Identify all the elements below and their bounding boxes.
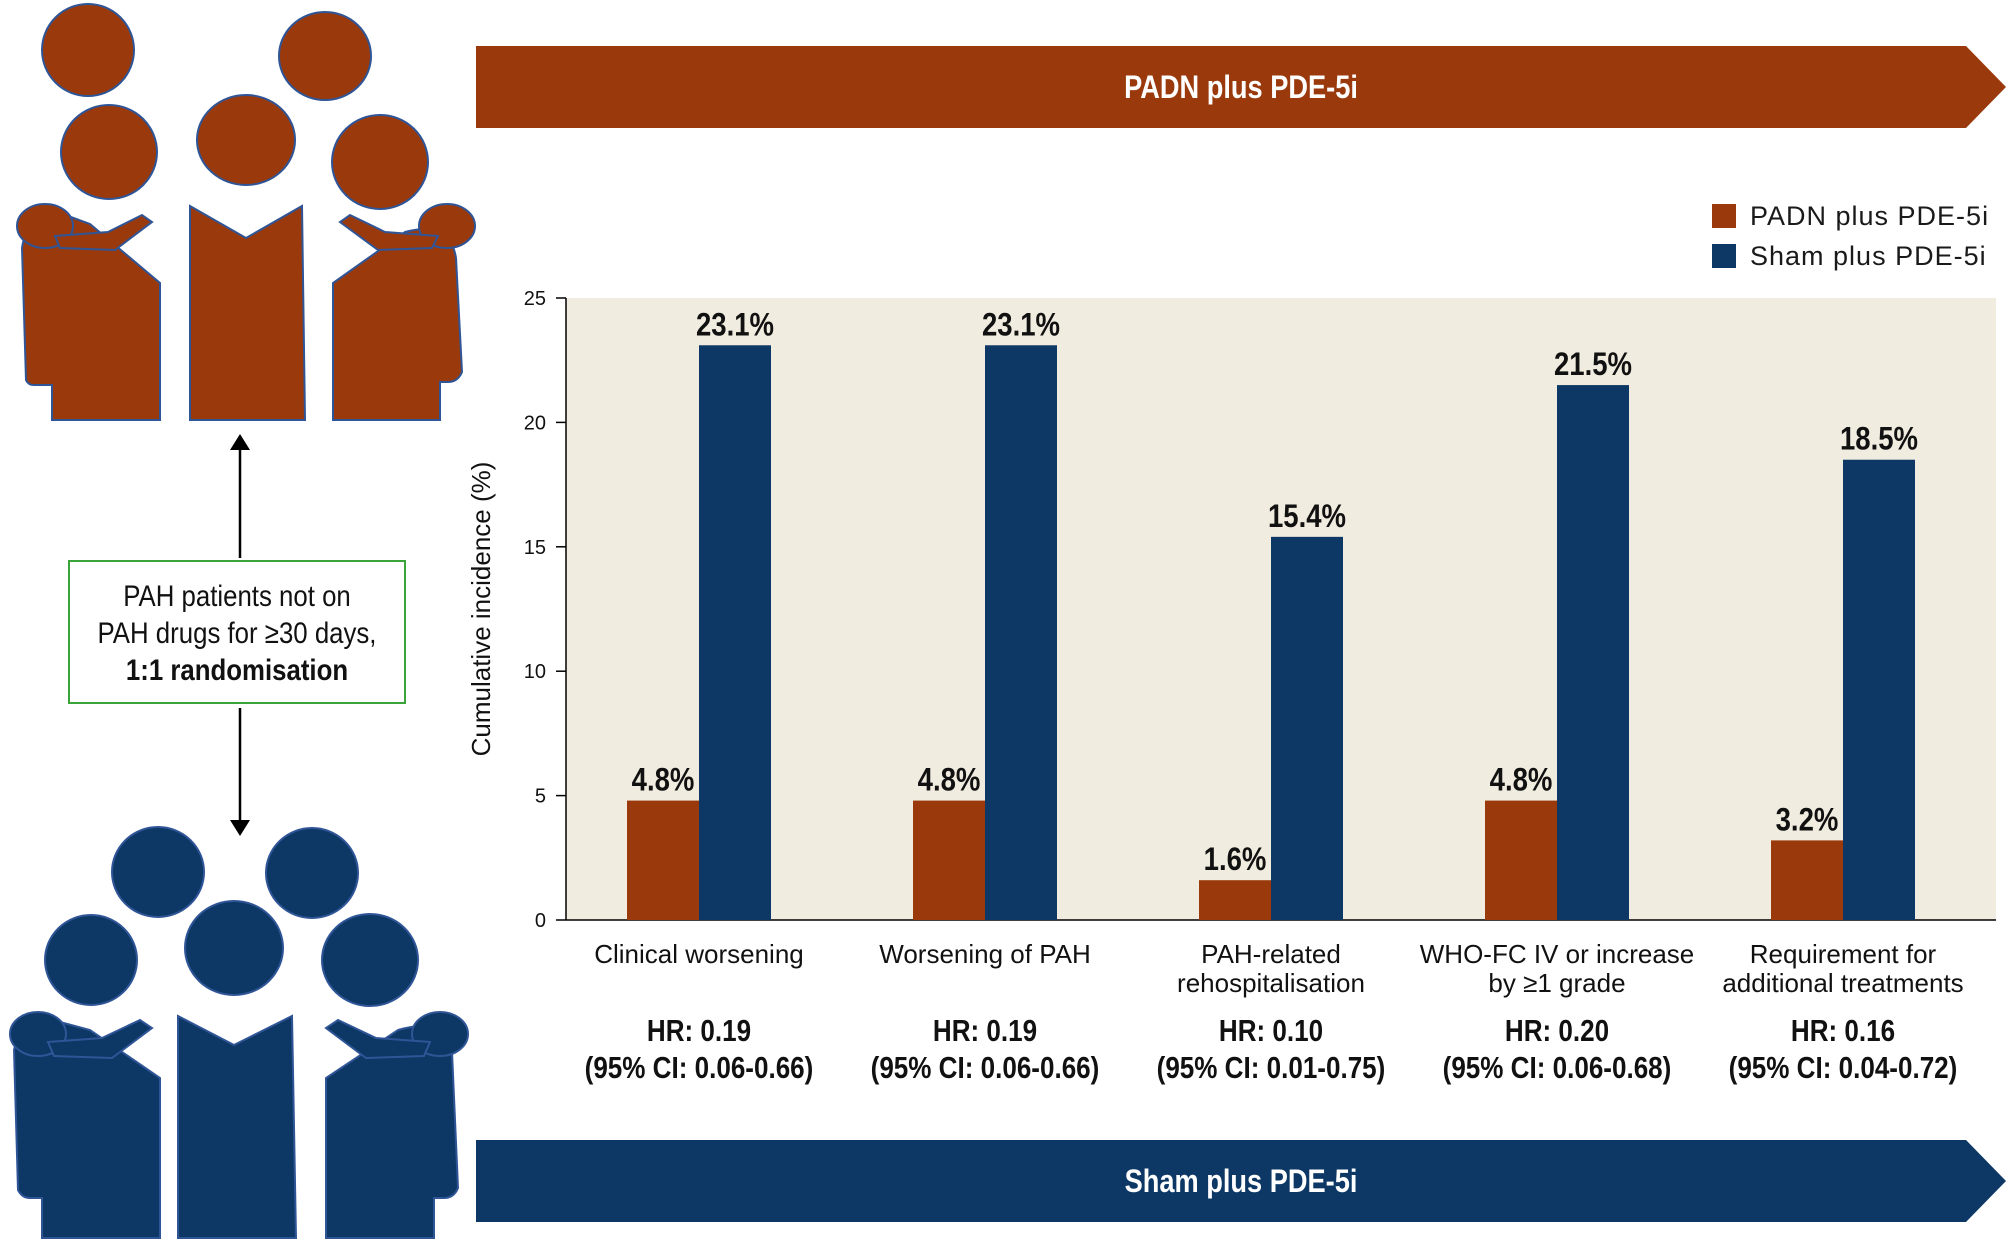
hr-value: HR: 0.16 xyxy=(1790,1013,1896,1048)
people-group-top-icon xyxy=(16,3,476,421)
legend-label-sham: Sham plus PDE-5i xyxy=(1750,240,1987,271)
x-category-label: additional treatments xyxy=(1722,968,1963,998)
bar-padn xyxy=(1771,840,1843,920)
hr-value: HR: 0.10 xyxy=(1218,1013,1324,1048)
bar-value-label: 4.8% xyxy=(1490,763,1553,798)
bar-sham xyxy=(699,345,771,921)
bottom-banner-arrow xyxy=(476,1140,2006,1222)
hr-confidence-interval: (95% CI: 0.06-0.68) xyxy=(1442,1050,1672,1085)
bar-padn xyxy=(1199,880,1271,920)
y-tick-label: 15 xyxy=(524,537,546,559)
legend-swatch-sham xyxy=(1712,244,1736,268)
info-line-3: 1:1 randomisation xyxy=(125,654,349,687)
hr-confidence-interval: (95% CI: 0.06-0.66) xyxy=(870,1050,1100,1085)
bar-value-label: 23.1% xyxy=(696,307,774,342)
bar-sham xyxy=(985,345,1057,921)
bar-sham xyxy=(1843,459,1915,920)
x-category-label: WHO-FC IV or increase xyxy=(1420,939,1695,969)
bar-value-label: 18.5% xyxy=(1840,422,1918,457)
hr-annotation: HR: 0.16 (95% CI: 0.04-0.72) xyxy=(1683,1012,2003,1086)
bar-sham xyxy=(1271,536,1343,920)
top-banner-arrow xyxy=(476,46,2006,128)
bar-padn xyxy=(1485,800,1557,920)
y-axis-title: Cumulative incidence (%) xyxy=(466,462,496,757)
bar-value-label: 21.5% xyxy=(1554,347,1632,382)
hr-value: HR: 0.19 xyxy=(932,1013,1038,1048)
legend-item-sham: Sham plus PDE-5i xyxy=(1712,236,1989,276)
hr-confidence-interval: (95% CI: 0.06-0.66) xyxy=(584,1050,814,1085)
hr-annotation: HR: 0.20 (95% CI: 0.06-0.68) xyxy=(1397,1012,1717,1086)
hr-annotation: HR: 0.19 (95% CI: 0.06-0.66) xyxy=(825,1012,1145,1086)
bar-value-label: 23.1% xyxy=(982,307,1060,342)
y-tick-label: 20 xyxy=(524,412,546,434)
bar-value-label: 4.8% xyxy=(918,763,981,798)
chart-legend: PADN plus PDE-5i Sham plus PDE-5i xyxy=(1712,196,1989,276)
x-category-label: Clinical worsening xyxy=(594,939,804,969)
hr-annotation: HR: 0.19 (95% CI: 0.06-0.66) xyxy=(539,1012,859,1086)
randomisation-info-box: PAH patients not on PAH drugs for ≥30 da… xyxy=(68,560,406,704)
top-banner-label: PADN plus PDE-5i xyxy=(1124,69,1358,105)
info-line-1: PAH patients not on xyxy=(123,580,351,613)
bar-padn xyxy=(913,800,985,920)
info-line-2: PAH drugs for ≥30 days, xyxy=(97,617,377,650)
hr-annotation: HR: 0.10 (95% CI: 0.01-0.75) xyxy=(1111,1012,1431,1086)
y-tick-label: 5 xyxy=(535,786,546,808)
hr-value: HR: 0.19 xyxy=(646,1013,752,1048)
bar-value-label: 1.6% xyxy=(1204,842,1267,877)
bar-sham xyxy=(1557,385,1629,921)
legend-label-padn: PADN plus PDE-5i xyxy=(1750,200,1990,231)
legend-swatch-padn xyxy=(1712,204,1736,228)
x-category-label: rehospitalisation xyxy=(1177,968,1365,998)
y-tick-label: 0 xyxy=(535,910,546,932)
bar-value-label: 4.8% xyxy=(632,763,695,798)
x-category-label: Worsening of PAH xyxy=(879,939,1090,969)
x-category-label: Requirement for xyxy=(1750,939,1937,969)
bar-padn xyxy=(627,800,699,920)
hr-confidence-interval: (95% CI: 0.04-0.72) xyxy=(1728,1050,1958,1085)
y-tick-label: 10 xyxy=(524,661,546,683)
top-banner: PADN plus PDE-5i xyxy=(476,46,2006,128)
x-category-label: by ≥1 grade xyxy=(1488,968,1625,998)
x-category-label: PAH-related xyxy=(1201,939,1341,969)
bottom-banner: Sham plus PDE-5i xyxy=(476,1140,2006,1222)
double-arrow-icon xyxy=(230,434,250,836)
people-group-bottom-icon xyxy=(9,826,469,1239)
bar-value-label: 3.2% xyxy=(1776,803,1839,838)
hr-confidence-interval: (95% CI: 0.01-0.75) xyxy=(1156,1050,1386,1085)
hr-value: HR: 0.20 xyxy=(1504,1013,1610,1048)
legend-item-padn: PADN plus PDE-5i xyxy=(1712,196,1989,236)
y-tick-label: 25 xyxy=(524,288,546,310)
bar-value-label: 15.4% xyxy=(1268,499,1346,534)
bottom-banner-label: Sham plus PDE-5i xyxy=(1124,1163,1358,1199)
